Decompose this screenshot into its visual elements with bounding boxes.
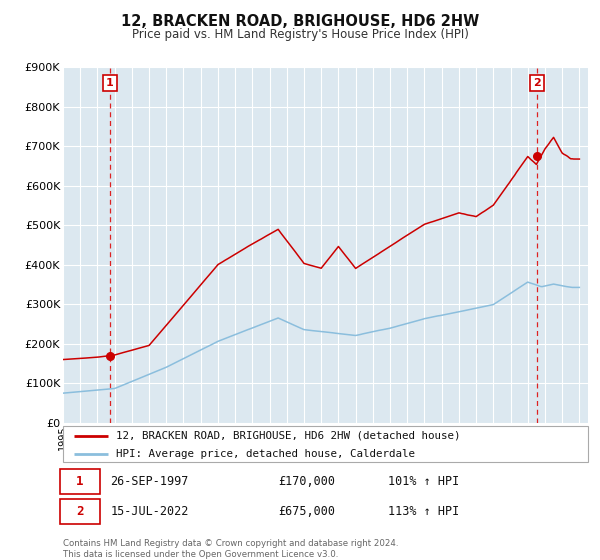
Text: Price paid vs. HM Land Registry's House Price Index (HPI): Price paid vs. HM Land Registry's House … xyxy=(131,28,469,41)
FancyBboxPatch shape xyxy=(63,426,588,462)
FancyBboxPatch shape xyxy=(61,500,100,524)
Text: 2: 2 xyxy=(533,78,541,88)
Text: 26-SEP-1997: 26-SEP-1997 xyxy=(110,474,188,488)
Text: £170,000: £170,000 xyxy=(278,474,335,488)
Text: 101% ↑ HPI: 101% ↑ HPI xyxy=(389,474,460,488)
Text: Contains HM Land Registry data © Crown copyright and database right 2024.
This d: Contains HM Land Registry data © Crown c… xyxy=(63,539,398,559)
Text: 12, BRACKEN ROAD, BRIGHOUSE, HD6 2HW: 12, BRACKEN ROAD, BRIGHOUSE, HD6 2HW xyxy=(121,14,479,29)
Text: HPI: Average price, detached house, Calderdale: HPI: Average price, detached house, Cald… xyxy=(115,449,415,459)
Text: 12, BRACKEN ROAD, BRIGHOUSE, HD6 2HW (detached house): 12, BRACKEN ROAD, BRIGHOUSE, HD6 2HW (de… xyxy=(115,431,460,441)
Text: 113% ↑ HPI: 113% ↑ HPI xyxy=(389,505,460,519)
Text: £675,000: £675,000 xyxy=(278,505,335,519)
FancyBboxPatch shape xyxy=(61,469,100,493)
Text: 1: 1 xyxy=(76,474,83,488)
Text: 1: 1 xyxy=(106,78,114,88)
Text: 15-JUL-2022: 15-JUL-2022 xyxy=(110,505,188,519)
Text: 2: 2 xyxy=(76,505,83,519)
